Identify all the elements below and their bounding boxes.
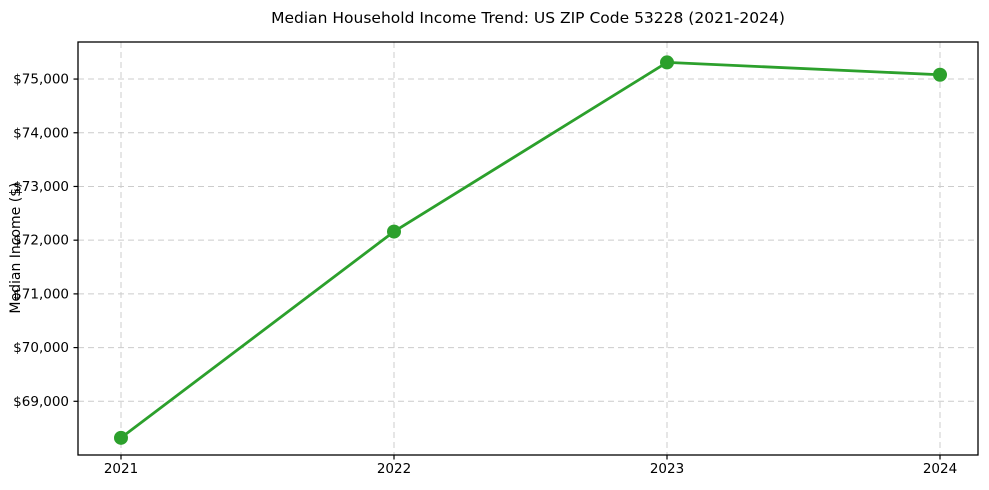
y-tick-label: $70,000 [13, 340, 69, 356]
y-tick-label: $69,000 [13, 394, 69, 410]
y-tick-label: $72,000 [13, 233, 69, 249]
axes-frame [77, 41, 979, 456]
x-tick-label: 2022 [377, 461, 411, 477]
y-tick-label: $74,000 [13, 125, 69, 141]
data-point-2021 [114, 430, 128, 445]
y-tick-label: $71,000 [13, 286, 69, 302]
x-tick-label: 2024 [923, 461, 957, 477]
data-point-2023 [660, 55, 674, 70]
data-point-2022 [387, 224, 401, 239]
x-tick-label: 2021 [104, 461, 138, 477]
y-tick-label: $73,000 [13, 179, 69, 195]
income-trend-line [119, 61, 942, 440]
y-tick-label: $75,000 [13, 72, 69, 88]
data-point-2024 [933, 67, 947, 82]
x-tick-label: 2023 [650, 461, 684, 477]
chart-title: Median Household Income Trend: US ZIP Co… [271, 9, 785, 27]
